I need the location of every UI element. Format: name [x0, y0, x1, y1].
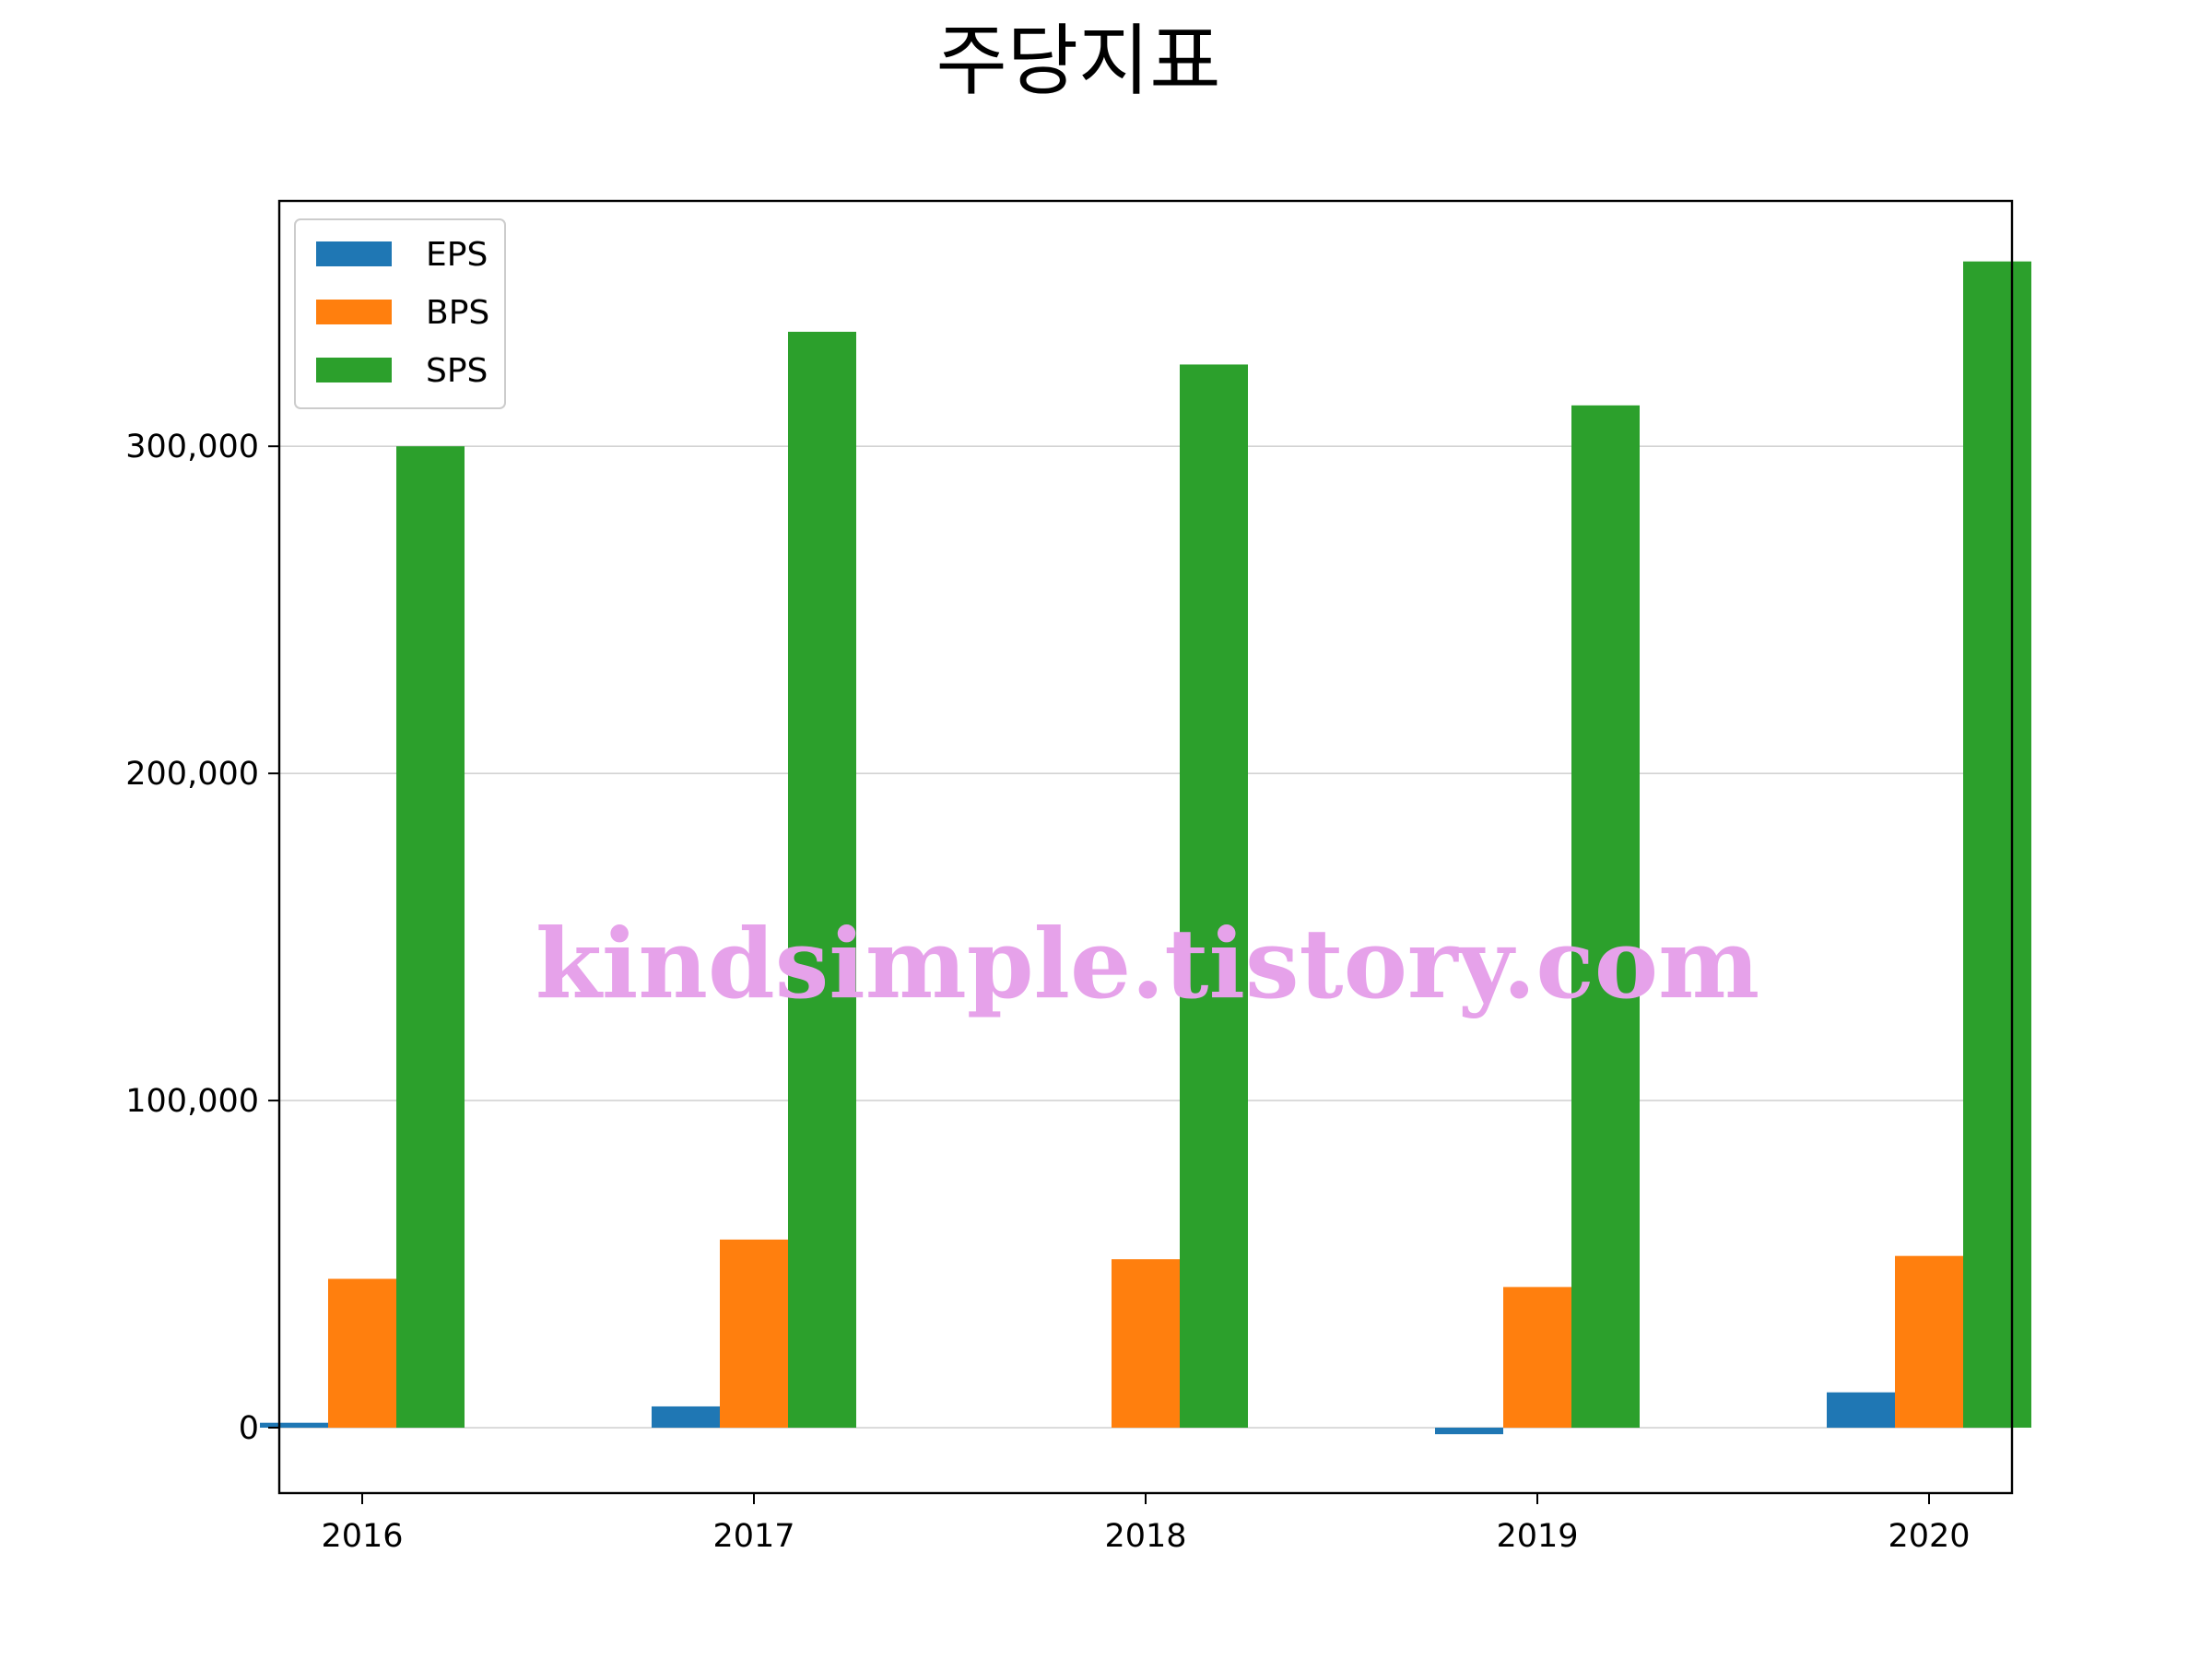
bar-sps-2019 — [1571, 405, 1640, 1429]
x-tick-label: 2016 — [321, 1518, 403, 1555]
y-tick-label: 200,000 — [125, 756, 259, 793]
legend-label-bps: BPS — [426, 294, 489, 332]
grid-lines — [279, 445, 2012, 1429]
x-axis: 2016 2017 2018 2019 2020 — [321, 1493, 1971, 1555]
legend-swatch-eps — [316, 241, 392, 266]
bar-sps-2020 — [1963, 261, 2031, 1429]
x-tick-label: 2017 — [712, 1518, 794, 1555]
x-tick-label: 2020 — [1888, 1518, 1970, 1555]
series-sps — [396, 261, 2031, 1429]
plot-border — [277, 199, 2014, 1495]
bar-sps-2017 — [788, 331, 856, 1429]
bar-eps-2017 — [652, 1406, 720, 1429]
watermark: kindsimple.tistory.com — [535, 907, 1759, 1020]
legend-swatch-sps — [316, 358, 392, 382]
series-bps — [328, 1239, 1963, 1429]
x-tick-label: 2018 — [1104, 1518, 1186, 1555]
bar-bps-2020 — [1895, 1255, 1963, 1429]
legend-label-sps: SPS — [426, 352, 488, 390]
chart-title: 주당지표 — [935, 16, 1220, 106]
y-axis: 0 100,000 200,000 300,000 — [125, 429, 279, 1447]
y-tick-label: 0 — [239, 1410, 259, 1447]
bar-bps-2019 — [1503, 1287, 1571, 1429]
bar-eps-2020 — [1827, 1392, 1895, 1429]
x-tick-label: 2019 — [1496, 1518, 1578, 1555]
y-tick-label: 100,000 — [125, 1083, 259, 1120]
bar-eps-2016 — [260, 1422, 328, 1429]
legend-swatch-bps — [316, 300, 392, 324]
series-eps — [260, 1392, 1895, 1435]
bar-bps-2016 — [328, 1278, 396, 1429]
bar-sps-2016 — [396, 446, 465, 1429]
bar-eps-2019 — [1435, 1428, 1503, 1435]
bar-bps-2018 — [1112, 1259, 1180, 1429]
bars — [260, 261, 2031, 1435]
legend-label-eps: EPS — [426, 236, 488, 274]
legend: EPS BPS SPS — [294, 218, 506, 409]
bar-sps-2018 — [1180, 364, 1248, 1429]
bar-bps-2017 — [720, 1239, 788, 1429]
y-tick-label: 300,000 — [125, 429, 259, 465]
